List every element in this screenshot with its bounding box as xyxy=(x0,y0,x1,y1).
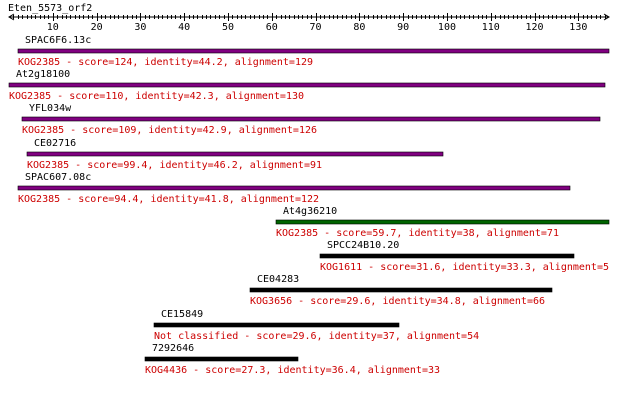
hit-row[interactable]: CE15849 Not classified - score=29.6, iden… xyxy=(153,309,479,342)
hit-row[interactable]: SPAC6F6.13c KOG2385 - score=124, identity… xyxy=(17,35,610,68)
hit-name[interactable]: SPCC24B10.20 xyxy=(327,240,399,251)
hit-name[interactable]: At2g18100 xyxy=(16,69,70,80)
hit-alignment-bar[interactable] xyxy=(249,287,553,293)
hit-name[interactable]: CE04283 xyxy=(257,274,299,285)
hit-row[interactable]: At2g18100 KOG2385 - score=110, identity=4… xyxy=(8,69,606,102)
axis-tick-label: 90 xyxy=(397,22,409,33)
hit-annotation: KOG2385 - score=99.4, identity=46.2, ali… xyxy=(27,160,322,171)
hit-name[interactable]: CE02716 xyxy=(34,138,76,149)
axis-tick-label: 20 xyxy=(91,22,103,33)
hit-alignment-bar[interactable] xyxy=(275,219,610,225)
hit-alignment-bar[interactable] xyxy=(153,322,400,328)
hit-alignment-bar[interactable] xyxy=(144,356,299,362)
hit-annotation: KOG2385 - score=59.7, identity=38, align… xyxy=(276,228,559,239)
axis-tick-label: 60 xyxy=(266,22,278,33)
hit-annotation: KOG2385 - score=110, identity=42.3, alig… xyxy=(9,91,304,102)
axis-tick-label: 70 xyxy=(310,22,322,33)
hit-row[interactable]: YFL034w KOG2385 - score=109, identity=42.… xyxy=(21,103,601,136)
hit-alignment-bar[interactable] xyxy=(319,253,575,259)
axis-tick-label: 50 xyxy=(222,22,234,33)
hit-alignment-bar[interactable] xyxy=(17,48,610,54)
hit-row[interactable]: 7292646 KOG4436 - score=27.3, identity=36… xyxy=(144,343,440,376)
axis-tick-label: 130 xyxy=(569,22,587,33)
axis-tick-label: 110 xyxy=(482,22,500,33)
axis-tick-label: 100 xyxy=(438,22,456,33)
hit-name[interactable]: 7292646 xyxy=(152,343,194,354)
hit-annotation: KOG1611 - score=31.6, identity=33.3, ali… xyxy=(320,262,609,273)
hit-annotation: KOG4436 - score=27.3, identity=36.4, ali… xyxy=(145,365,440,376)
hit-name[interactable]: At4g36210 xyxy=(283,206,337,217)
axis-arrow-left-icon xyxy=(8,13,15,21)
hit-name[interactable]: CE15849 xyxy=(161,309,203,320)
hit-row[interactable]: At4g36210 KOG2385 - score=59.7, identity=… xyxy=(275,206,610,239)
hit-name[interactable]: SPAC607.08c xyxy=(25,172,91,183)
hit-annotation: Not classified - score=29.6, identity=37… xyxy=(154,331,479,342)
axis-tick-label: 120 xyxy=(526,22,544,33)
hit-alignment-bar[interactable] xyxy=(21,116,601,122)
hit-name[interactable]: SPAC6F6.13c xyxy=(25,35,91,46)
hit-list: SPAC6F6.13c KOG2385 - score=124, identity… xyxy=(8,35,610,376)
hit-alignment-bar[interactable] xyxy=(26,151,444,157)
query-title: Eten_5573_orf2 xyxy=(8,3,92,14)
hit-row[interactable]: CE04283 KOG3656 - score=29.6, identity=34… xyxy=(249,274,553,307)
hit-row[interactable]: CE02716 KOG2385 - score=99.4, identity=46… xyxy=(26,138,444,171)
axis-tick-label: 80 xyxy=(353,22,365,33)
hit-annotation: KOG3656 - score=29.6, identity=34.8, ali… xyxy=(250,296,545,307)
axis-tick-label: 10 xyxy=(47,22,59,33)
hit-row[interactable]: SPAC607.08c KOG2385 - score=94.4, identit… xyxy=(17,172,571,205)
hit-annotation: KOG2385 - score=124, identity=44.2, alig… xyxy=(18,57,313,68)
axis-tick-label: 30 xyxy=(134,22,146,33)
hit-annotation: KOG2385 - score=94.4, identity=41.8, ali… xyxy=(18,194,319,205)
axis-tick-label: 40 xyxy=(178,22,190,33)
hit-alignment-bar[interactable] xyxy=(8,82,606,88)
sequence-axis: 10 20 30 40 50 60 70 80 90 100 110 120 130 xyxy=(8,13,610,33)
hit-alignment-bar[interactable] xyxy=(17,185,571,191)
hit-annotation: KOG2385 - score=109, identity=42.9, alig… xyxy=(22,125,317,136)
hit-row[interactable]: SPCC24B10.20 KOG1611 - score=31.6, identi… xyxy=(319,240,609,273)
hit-name[interactable]: YFL034w xyxy=(29,103,72,114)
